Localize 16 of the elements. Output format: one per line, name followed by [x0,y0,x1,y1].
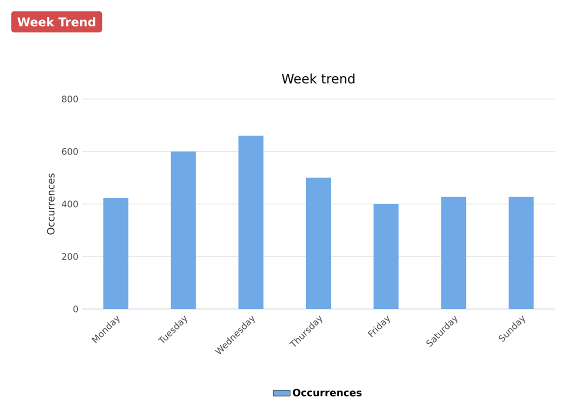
bar [441,196,466,309]
y-axis-title: Occurrences [46,173,55,235]
bar [170,152,196,309]
y-tick-label: 400 [62,200,78,208]
y-tick-label: 800 [62,96,78,102]
bar [306,178,331,309]
y-tick-label: 200 [62,253,78,260]
bar [508,196,534,309]
text: Week Trend [18,17,96,26]
legend-label: Occurrences [292,388,362,396]
bar [238,136,264,309]
chart-title: Week trend [282,74,354,84]
y-tick-label: 600 [62,148,78,155]
bar [103,198,128,309]
y-tick-label: 0 [73,306,78,312]
bar [374,204,399,309]
